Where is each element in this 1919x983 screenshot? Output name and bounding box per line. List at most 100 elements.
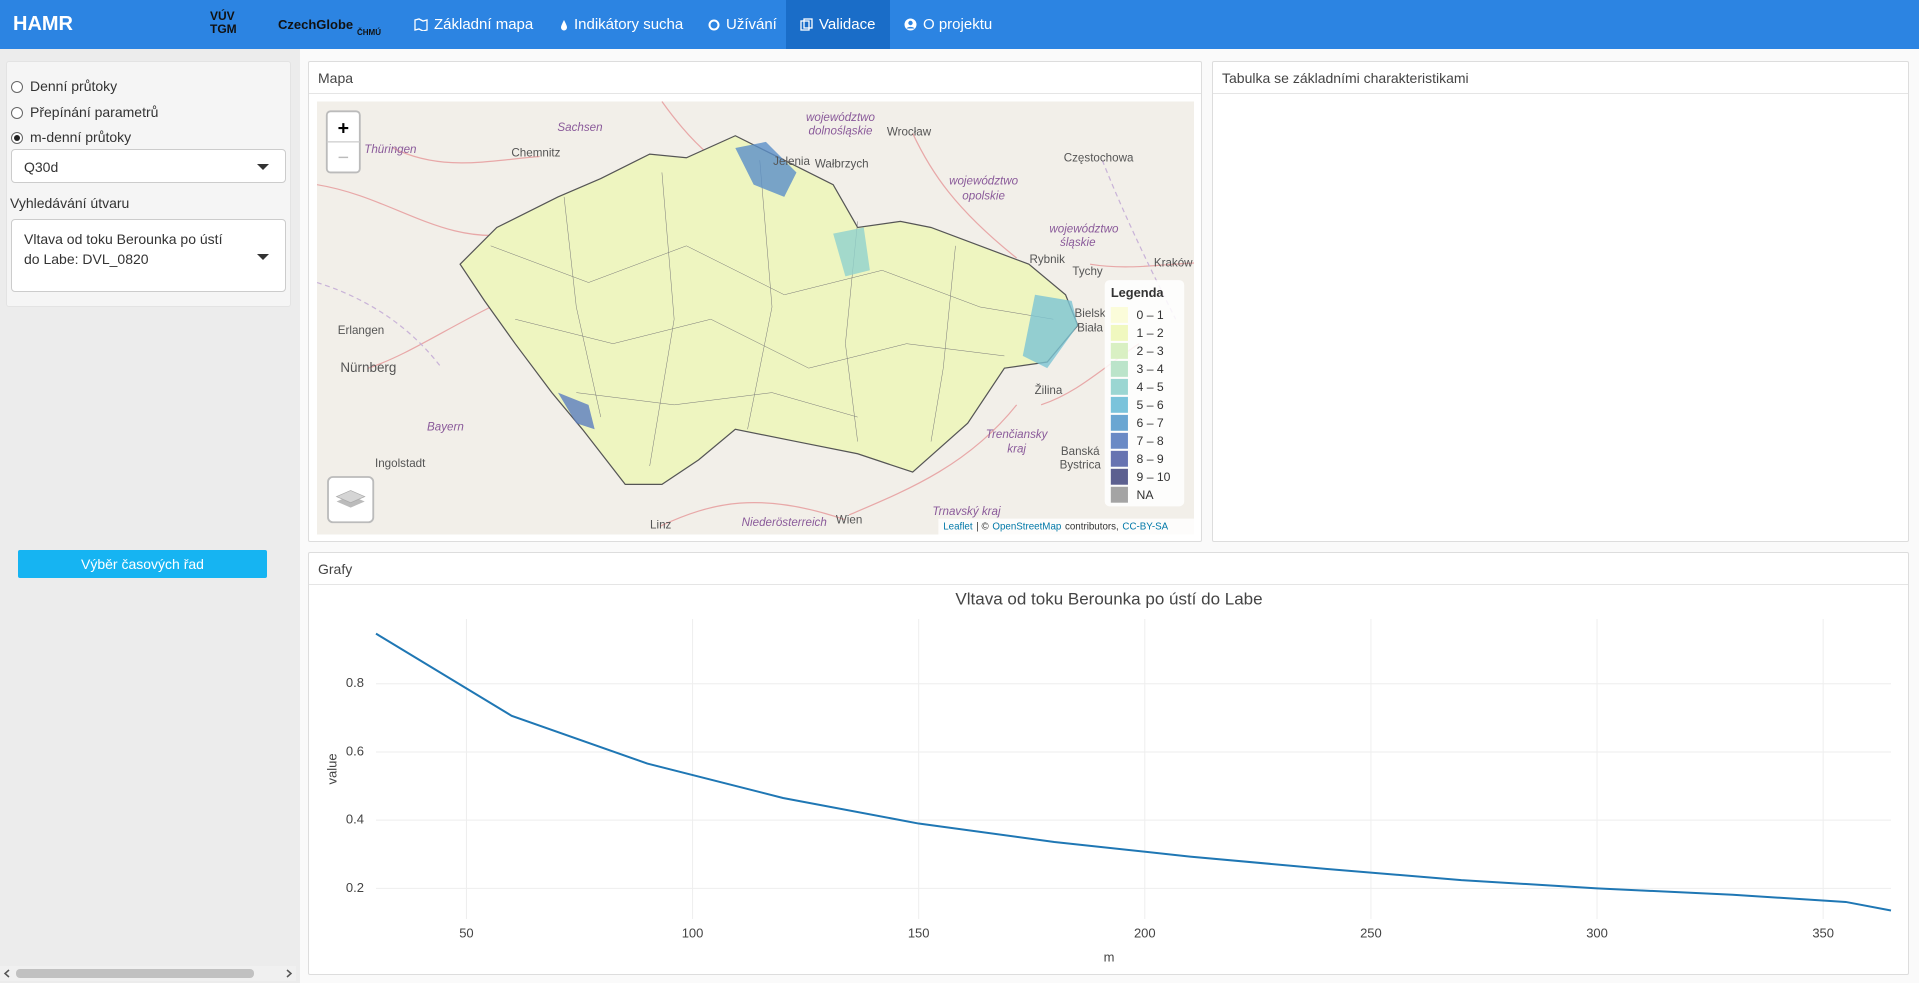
x-tick-label: 50 xyxy=(459,925,473,940)
legend-label: 1 – 2 xyxy=(1137,326,1164,340)
attribution-text: | © xyxy=(976,522,989,533)
sidebar: Denní průtoky Přepínání parametrů m-denn… xyxy=(0,49,300,983)
place: województwo xyxy=(949,175,1019,188)
panel-title: Grafy xyxy=(309,553,1908,585)
x-tick-label: 150 xyxy=(908,925,930,940)
zoom-in[interactable]: + xyxy=(338,118,349,140)
legend-swatch xyxy=(1110,414,1128,431)
charts-panel: Grafy Vltava od toku Berounka po ústí do… xyxy=(308,552,1909,975)
link[interactable]: Leaflet xyxy=(943,522,973,533)
legend-label: 0 – 1 xyxy=(1137,308,1164,322)
x-tick-label: 300 xyxy=(1586,925,1608,940)
place: Wien xyxy=(836,513,862,526)
legend-swatch xyxy=(1110,306,1128,323)
nav-item[interactable]: Indikátory sucha xyxy=(546,0,697,49)
legend-label: 9 – 10 xyxy=(1137,470,1171,484)
legend-swatch xyxy=(1110,342,1128,359)
logo: VÚV TGM xyxy=(210,9,237,36)
legend-swatch xyxy=(1110,468,1128,485)
attribution-text: contributors, xyxy=(1065,522,1119,533)
patch xyxy=(833,227,870,277)
radio-label: m-denní průtoky xyxy=(30,129,132,145)
link[interactable]: CC-BY-SA xyxy=(1122,522,1168,533)
legend-swatch xyxy=(1110,450,1128,467)
chart-title: Vltava od toku Berounka po ústí do Labe xyxy=(955,589,1262,608)
place: kraj xyxy=(1007,443,1026,456)
layers-control[interactable] xyxy=(327,476,375,524)
legend-label: 8 – 9 xyxy=(1137,452,1164,466)
place: Bystrica xyxy=(1060,458,1102,471)
patch xyxy=(557,392,595,430)
zoom-control: + − xyxy=(325,110,361,174)
y-tick-label: 0.6 xyxy=(346,743,364,758)
place: śląskie xyxy=(1060,236,1096,249)
x-axis-label: m xyxy=(1104,949,1115,964)
nav-label: Validace xyxy=(819,16,876,33)
patch xyxy=(1022,294,1078,369)
legend-label: 7 – 8 xyxy=(1137,434,1164,448)
nav-label: Indikátory sucha xyxy=(574,16,684,33)
chart: Vltava od toku Berounka po ústí do Labe … xyxy=(324,589,1892,964)
legend-swatch xyxy=(1110,432,1128,449)
nav-item[interactable]: Užívání xyxy=(694,0,791,49)
place: Niederösterreich xyxy=(742,516,827,529)
place: Bayern xyxy=(427,421,464,434)
zoom-out[interactable]: − xyxy=(338,147,349,169)
place: opolskie xyxy=(962,189,1005,202)
legend-label: 2 – 3 xyxy=(1137,344,1164,358)
place: Bielsk xyxy=(1075,307,1106,320)
nav-label: Užívání xyxy=(726,16,777,33)
attribution: Leaflet | © OpenStreetMap contributors, CC-B… xyxy=(943,522,1168,533)
place: Trnavský kraj xyxy=(932,505,1001,518)
radio[interactable]: m-denní průtoky xyxy=(11,129,131,145)
y-tick-label: 0.2 xyxy=(346,880,364,895)
legend-title: Legenda xyxy=(1111,285,1165,300)
x-tick-label: 100 xyxy=(682,925,704,940)
legend-label: NA xyxy=(1137,488,1155,502)
navbar: HAMR VÚV TGM CzechGlobe ČHMÚ Základní ma… xyxy=(0,0,1919,49)
legend-label: 3 – 4 xyxy=(1137,362,1164,376)
catchments xyxy=(490,160,1054,467)
place: Kraków xyxy=(1154,257,1193,270)
nav-item[interactable]: O projektu xyxy=(890,0,1006,49)
table-panel: Tabulka se základními charakteristikami xyxy=(1212,61,1909,542)
nav-item-active[interactable]: Validace xyxy=(786,0,890,49)
nav-item[interactable]: Základní mapa xyxy=(400,0,547,49)
place: Žilina xyxy=(1035,384,1063,397)
parameter-select[interactable]: Q30d xyxy=(11,149,286,183)
place: Erlangen xyxy=(338,324,384,337)
link[interactable]: OpenStreetMap xyxy=(992,522,1062,533)
logo: ČHMÚ xyxy=(357,28,381,37)
place: Ingolstadt xyxy=(375,457,426,470)
radio[interactable]: Přepínání parametrů xyxy=(11,104,158,120)
map[interactable]: Sachsen Thüringen Chemnitz województwo d… xyxy=(317,101,1194,535)
panel-title: Tabulka se základními charakteristikami xyxy=(1213,62,1908,94)
place: Chemnitz xyxy=(511,147,560,160)
x-tick-label: 200 xyxy=(1134,925,1156,940)
panel-title: Mapa xyxy=(309,62,1201,94)
place: województwo xyxy=(1049,222,1119,235)
x-tick-label: 350 xyxy=(1812,925,1834,940)
nav-label: O projektu xyxy=(923,16,993,33)
y-axis-label: value xyxy=(324,753,339,784)
search-select[interactable]: Vltava od toku Berounka po ústí do Labe:… xyxy=(11,219,286,292)
radio-label: Denní průtoky xyxy=(30,78,118,94)
select-value: Vltava od toku Berounka po ústí do Labe:… xyxy=(24,231,223,267)
legend-swatch xyxy=(1110,396,1128,413)
place: Wałbrzych xyxy=(815,158,869,171)
legend-label: 6 – 7 xyxy=(1137,416,1164,430)
line-series xyxy=(375,632,1892,912)
place: Linz xyxy=(650,518,671,531)
place: Rybnik xyxy=(1029,253,1065,266)
legend-label: 4 – 5 xyxy=(1137,380,1164,394)
radio[interactable]: Denní průtoky xyxy=(11,78,117,94)
brand[interactable]: HAMR xyxy=(13,13,73,35)
legend: Legenda 0 – 1 1 – 2 2 – 3 3 – 4 4 – 5 5 – 6 6 … xyxy=(1104,280,1185,507)
patch xyxy=(735,141,797,197)
logo: CzechGlobe xyxy=(278,17,354,32)
map-panel: Mapa Sachsen Thüringen Chemnitz wojewódz… xyxy=(308,61,1202,542)
button[interactable]: Výběr časových řad xyxy=(18,550,267,578)
place: Thüringen xyxy=(364,143,416,156)
